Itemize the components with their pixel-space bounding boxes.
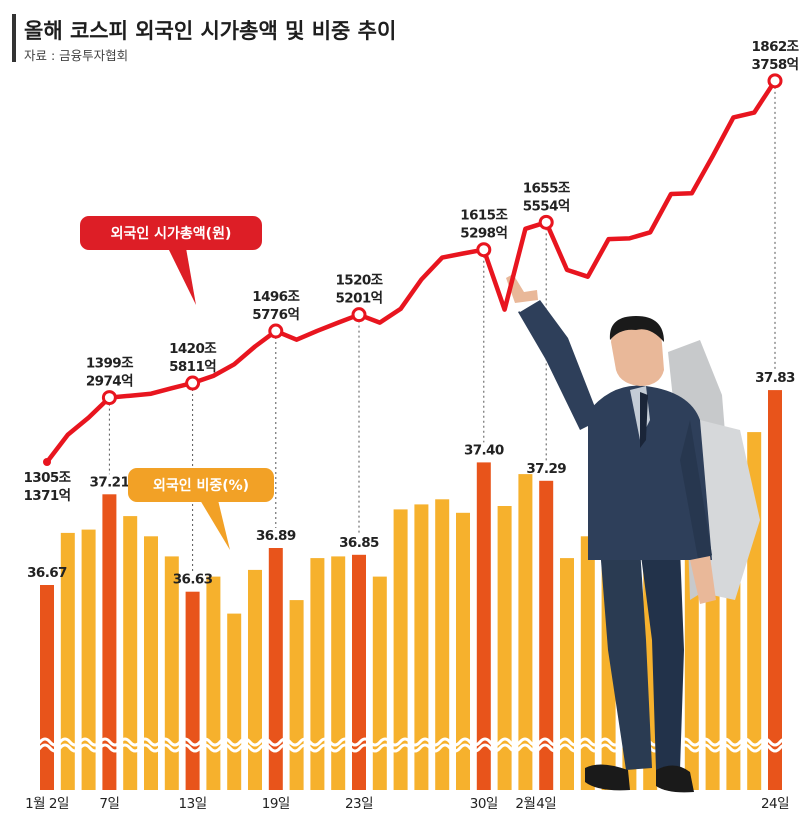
share-value-label: 37.40: [464, 442, 504, 458]
share-callout: 외국인 비중(%): [128, 468, 274, 550]
x-tick-label: 13일: [179, 796, 207, 812]
highlight-marker: [185, 375, 201, 391]
share-value-label: 36.85: [339, 535, 379, 551]
market-cap-markers: [43, 73, 783, 466]
cap-value-label: 1520조: [336, 273, 384, 289]
share-bar: [227, 613, 242, 790]
share-bar: [60, 532, 75, 790]
share-bar: [539, 480, 554, 790]
share-bar: [580, 536, 595, 790]
share-value-label: 37.83: [755, 370, 795, 386]
cap-callout: 외국인 시가총액(원): [80, 216, 262, 305]
share-bar: [352, 554, 366, 790]
share-value-label: 37.21: [90, 474, 130, 490]
share-bar: [414, 504, 429, 790]
share-bar: [248, 569, 262, 790]
x-tick-label: 24일: [761, 796, 789, 812]
highlight-marker: [101, 390, 117, 406]
share-labels: 36.67 37.21 36.63 36.89 36.85 37.40 37.29 37.83: [27, 370, 796, 588]
share-bar: [476, 462, 491, 790]
x-tick-label: 2월: [515, 796, 535, 812]
highlight-marker: [268, 323, 284, 339]
share-value-label: 36.67: [27, 565, 67, 581]
x-tick-label: 19일: [262, 796, 290, 812]
cap-value-label: 5811억: [169, 359, 216, 375]
cap-value-label: 5554억: [523, 198, 570, 214]
share-bar: [102, 494, 117, 790]
highlight-marker: [538, 214, 554, 230]
cap-value-label: 1615조: [460, 208, 508, 224]
x-tick-label: 30일: [470, 796, 498, 812]
share-bar: [164, 556, 179, 790]
share-bar: [40, 585, 54, 790]
share-bar: [206, 576, 221, 790]
cap-value-label: 1496조: [252, 289, 300, 305]
share-value-label: 36.89: [256, 528, 296, 544]
highlight-marker: [767, 73, 783, 89]
share-bar: [310, 558, 325, 790]
cap-value-label: 1305조: [24, 470, 72, 486]
source-note: 자료 : 금융투자협회: [24, 48, 128, 63]
cap-value-label: 2974억: [86, 374, 133, 390]
share-bar: [518, 474, 533, 790]
share-bar: [268, 548, 283, 790]
share-callout-label: 외국인 비중(%): [153, 477, 249, 494]
market-cap-line: [44, 78, 778, 465]
cap-value-label: 5776억: [252, 307, 299, 323]
share-bar: [144, 536, 158, 790]
x-tick-label: 1월 2일: [25, 796, 69, 812]
share-bar: [560, 558, 574, 790]
share-bar: [185, 591, 200, 790]
cap-value-label: 3758억: [752, 57, 799, 73]
share-bar: [81, 529, 96, 790]
cap-value-label: 1862조: [752, 39, 800, 55]
share-value-label: 36.63: [173, 572, 213, 588]
highlight-marker: [351, 307, 367, 323]
share-bar: [393, 509, 408, 790]
share-value-label: 37.29: [526, 461, 566, 477]
share-bar: [372, 576, 387, 790]
share-bar: [331, 556, 346, 790]
share-bar: [768, 390, 782, 790]
x-tick-label: 23일: [345, 796, 373, 812]
share-bar: [456, 512, 470, 790]
market-cap-labels: 1305조 1371억 1399조 2974억 1420조 5811억 1496조 5776억…: [24, 39, 800, 504]
cap-value-label: 5201억: [336, 291, 383, 307]
cap-value-label: 1420조: [169, 341, 217, 357]
share-bar: [289, 600, 304, 790]
share-bar: [435, 499, 450, 790]
highlight-marker: [476, 242, 492, 258]
cap-value-label: 1399조: [86, 356, 134, 372]
share-bar: [123, 516, 138, 790]
cap-value-label: 5298억: [460, 226, 507, 242]
cap-callout-label: 외국인 시가총액(원): [111, 225, 232, 242]
x-tick-label: 7일: [99, 796, 119, 812]
title-accent-bar: [12, 14, 16, 62]
x-axis-labels: 1월 2일 7일 13일 19일 23일 30일 2월 4일 24일: [25, 796, 790, 812]
chart-title: 올해 코스피 외국인 시가총액 및 비중 추이: [24, 19, 396, 43]
start-point: [43, 458, 51, 466]
x-tick-label: 4일: [536, 796, 556, 812]
cap-value-label: 1371억: [24, 488, 71, 504]
businessman-illustration: [506, 274, 760, 793]
cap-value-label: 1655조: [523, 180, 571, 196]
share-bar: [497, 506, 512, 790]
